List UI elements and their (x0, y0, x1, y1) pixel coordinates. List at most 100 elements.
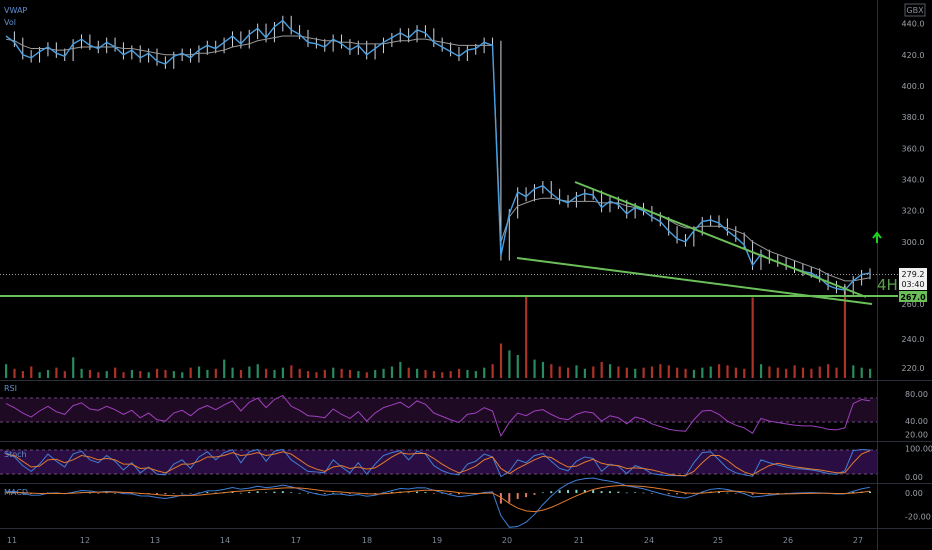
volume-bar (298, 368, 301, 378)
volume-bar (88, 369, 92, 378)
volume-bar (768, 366, 771, 378)
stoch-tick-label: 100.00 (905, 444, 932, 453)
volume-bar (743, 368, 746, 378)
volume-bar (239, 369, 243, 378)
volume-bar (718, 364, 721, 378)
rsi-line (5, 394, 871, 438)
macd-hist-bar (684, 493, 687, 495)
macd-hist-bar (374, 493, 377, 494)
price-tick-label: 440.0 (902, 20, 925, 29)
date-tick-label: 13 (150, 536, 160, 545)
macd-hist-bar (516, 493, 519, 499)
macd-hist-bar (642, 492, 645, 494)
price-tick-label: 340.0 (902, 175, 925, 184)
volume-bar (172, 371, 175, 378)
macd-tick-label: 0.00 (905, 489, 923, 498)
macd-hist-bar (869, 491, 871, 494)
volume-bar (483, 367, 486, 378)
macd-hist-bar (441, 493, 444, 494)
price-tick-label: 260.0 (902, 300, 925, 309)
arrow-up-icon (872, 231, 882, 243)
volume-bar (491, 364, 494, 378)
volume-bar (558, 366, 561, 378)
date-tick-label: 24 (644, 536, 654, 545)
upper-trendline[interactable] (574, 181, 867, 298)
volume-bar (281, 367, 285, 378)
volume-bar (348, 369, 352, 378)
macd-hist-bar (164, 493, 167, 495)
volume-bar (776, 367, 779, 378)
macd-hist-bar (306, 493, 309, 494)
volume-bar (214, 368, 217, 378)
volume-bar (759, 364, 763, 378)
price-tick-label: 240.0 (902, 335, 925, 344)
macd-hist-bar (508, 493, 511, 503)
volume-bar (130, 369, 134, 378)
volume-bar (273, 369, 276, 378)
volume-bar (432, 371, 436, 378)
volume-bar (155, 368, 159, 378)
volume-bar (835, 367, 838, 378)
volume-bar (600, 361, 603, 378)
volume-bar (416, 368, 419, 378)
currency-badge[interactable]: GBX (904, 3, 926, 17)
macd-hist-bar (332, 492, 335, 494)
macd-hist-bar (617, 491, 620, 494)
macd-pane-label[interactable]: MACD (4, 488, 28, 497)
price-tick-label: 360.0 (902, 144, 925, 153)
macd-tick-label: -20.00 (905, 513, 931, 522)
volume-bar (357, 371, 360, 378)
macd-hist-bar (634, 492, 637, 494)
volume-bar (441, 372, 444, 378)
volume-pane (5, 286, 872, 378)
volume-bar (541, 361, 545, 378)
macd-hist-bar (449, 493, 452, 494)
volume-bar (499, 343, 503, 378)
volume-bar (525, 295, 528, 378)
volume-bar (206, 369, 209, 378)
volume-bar (659, 364, 662, 378)
volume-bar (810, 368, 813, 378)
volume-bar (567, 367, 570, 378)
volume-bar (869, 368, 872, 378)
macd-hist-bar (88, 492, 91, 494)
volume-bar (290, 365, 293, 378)
last-price-value: 279.2 (902, 270, 925, 279)
volume-bar (449, 371, 452, 378)
macd-hist-bar (298, 492, 301, 494)
date-axis: 11 12 13 14 17 18 19 20 21 24 25 26 27 (7, 536, 863, 545)
volume-bar (407, 367, 410, 378)
macd-hist-bar (676, 493, 679, 495)
price-axis-ticks: 260.0280.0300.0320.0340.0360.0380.0400.0… (902, 20, 925, 373)
macd-hist-bar (340, 493, 343, 494)
indicator-vol-label[interactable]: Vol (4, 18, 16, 27)
macd-hist-bar (550, 491, 553, 494)
macd-hist-bar (105, 492, 108, 494)
macd-hist-bar (592, 490, 595, 494)
macd-hist-bar (558, 490, 561, 494)
vwap-line (5, 35, 871, 282)
volume-bar (97, 372, 100, 378)
stoch-pane-label[interactable]: Stoch (4, 450, 27, 459)
macd-line (5, 477, 871, 528)
volume-bar (189, 367, 192, 378)
rsi-pane-label[interactable]: RSI (4, 384, 17, 393)
volume-bar (818, 366, 821, 378)
stoch-d-line (5, 450, 871, 477)
macd-hist-bar (206, 492, 209, 494)
indicator-vwap-label[interactable]: VWAP (4, 6, 27, 15)
volume-bar (114, 367, 117, 378)
volume-bar (583, 368, 586, 378)
date-tick-label: 19 (432, 536, 442, 545)
volume-bar (508, 350, 511, 378)
volume-bar (734, 367, 737, 378)
volume-bar (852, 365, 855, 378)
macd-hist-bar (390, 492, 393, 494)
volume-bar (667, 365, 670, 378)
macd-hist-bar (541, 492, 544, 494)
volume-bar (256, 364, 259, 378)
macd-hist-bar (281, 491, 284, 494)
bar-countdown: 03:40 (901, 280, 924, 289)
